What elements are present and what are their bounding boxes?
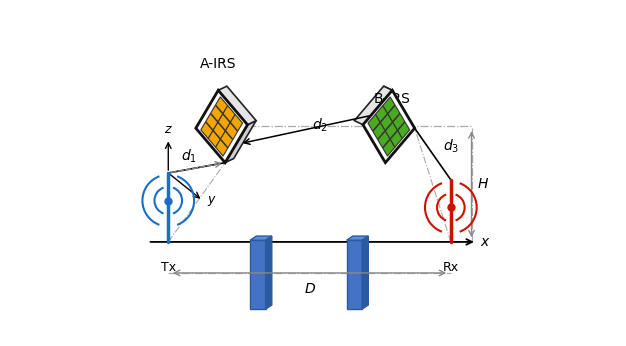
Polygon shape <box>223 106 235 122</box>
Polygon shape <box>380 114 393 131</box>
Polygon shape <box>250 236 272 240</box>
Text: $x$: $x$ <box>480 235 491 249</box>
Polygon shape <box>250 240 265 309</box>
Text: $H$: $H$ <box>476 177 489 191</box>
Polygon shape <box>218 86 256 125</box>
Polygon shape <box>368 114 380 131</box>
Polygon shape <box>196 90 247 163</box>
Text: $d_1$: $d_1$ <box>181 148 197 165</box>
Polygon shape <box>347 240 362 309</box>
Text: Rx: Rx <box>443 261 459 274</box>
Polygon shape <box>385 122 398 139</box>
Polygon shape <box>384 86 414 128</box>
Text: $z$: $z$ <box>164 124 173 136</box>
Text: $d_2$: $d_2$ <box>312 117 328 134</box>
Polygon shape <box>382 97 395 113</box>
Text: $D$: $D$ <box>304 282 316 295</box>
Text: $d_3$: $d_3$ <box>443 138 459 155</box>
Polygon shape <box>215 97 228 113</box>
Text: $y$: $y$ <box>207 194 217 208</box>
Polygon shape <box>362 236 368 309</box>
Polygon shape <box>393 113 405 130</box>
Polygon shape <box>347 236 368 240</box>
Polygon shape <box>382 139 395 156</box>
Polygon shape <box>215 139 228 156</box>
Polygon shape <box>213 122 225 139</box>
Polygon shape <box>265 236 272 309</box>
Text: B-IRS: B-IRS <box>374 92 411 106</box>
Polygon shape <box>211 105 223 122</box>
Polygon shape <box>376 106 387 122</box>
Polygon shape <box>220 131 233 148</box>
Text: Tx: Tx <box>161 261 176 274</box>
Polygon shape <box>206 113 218 130</box>
Polygon shape <box>398 122 409 139</box>
Polygon shape <box>354 86 393 125</box>
Polygon shape <box>378 131 390 148</box>
Polygon shape <box>218 114 230 131</box>
Polygon shape <box>208 131 220 147</box>
Polygon shape <box>387 105 400 122</box>
Text: A-IRS: A-IRS <box>200 57 237 71</box>
Polygon shape <box>390 131 403 147</box>
Polygon shape <box>230 114 242 131</box>
Polygon shape <box>363 90 414 163</box>
Polygon shape <box>225 121 256 163</box>
Polygon shape <box>201 122 213 139</box>
Polygon shape <box>225 123 238 139</box>
Polygon shape <box>373 123 385 139</box>
